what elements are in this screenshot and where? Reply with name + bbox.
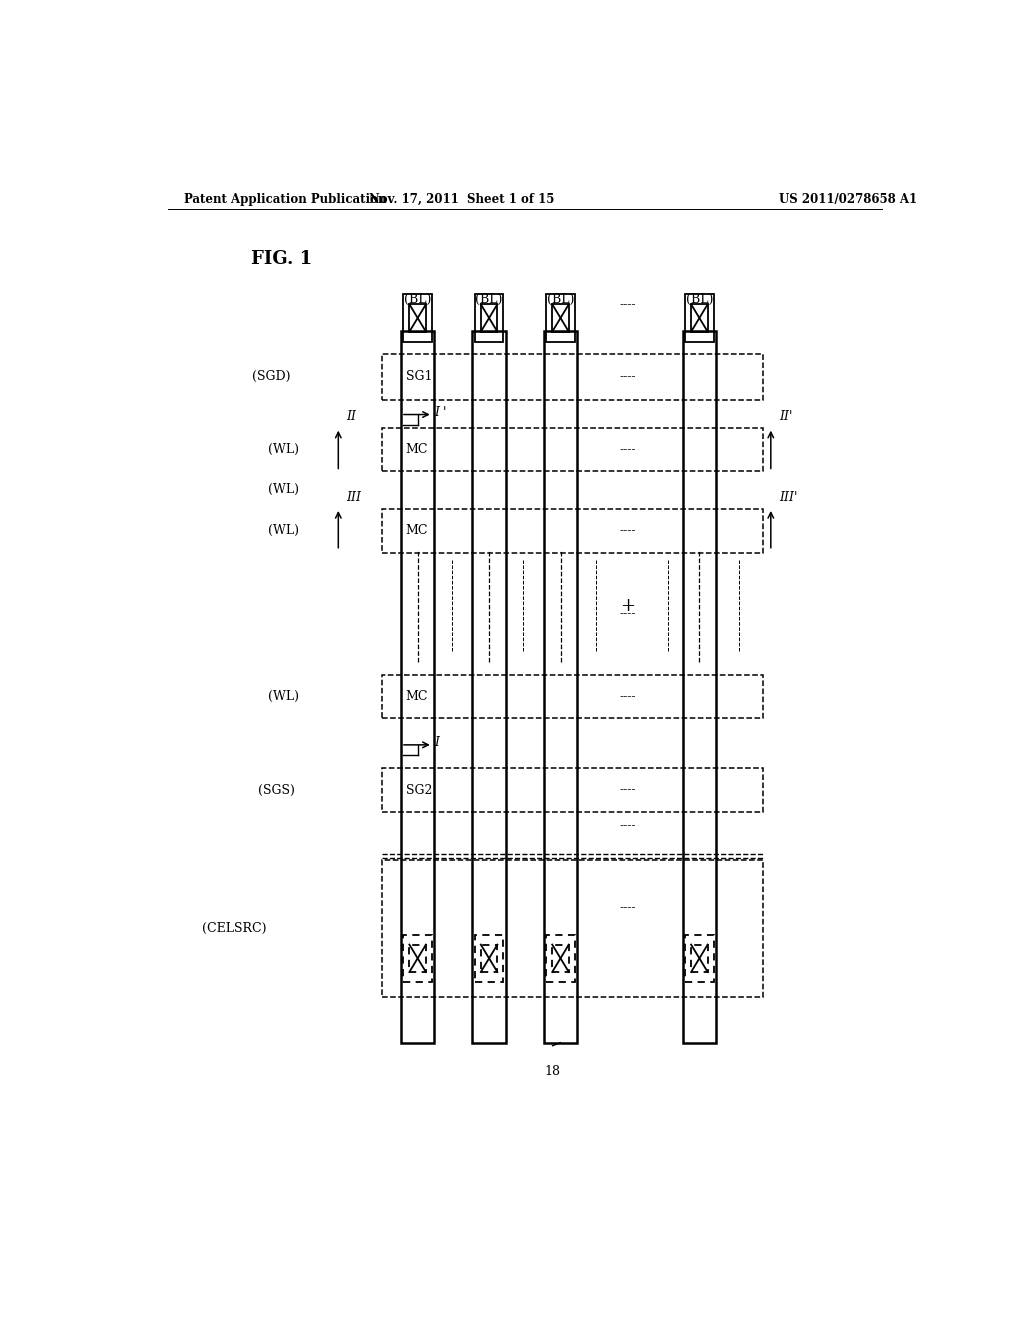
Text: (WL): (WL)	[267, 483, 299, 496]
Text: II: II	[346, 409, 356, 422]
Text: US 2011/0278658 A1: US 2011/0278658 A1	[778, 193, 916, 206]
Text: ----: ----	[620, 524, 636, 537]
Bar	[552, 304, 568, 331]
Bar	[544, 331, 578, 1043]
Text: +: +	[621, 597, 636, 615]
Text: III: III	[346, 491, 361, 504]
Text: MC: MC	[406, 690, 428, 704]
Bar	[401, 331, 434, 1043]
Bar	[472, 331, 506, 1043]
Text: MC: MC	[406, 444, 428, 457]
Bar	[403, 294, 432, 342]
Bar	[410, 945, 426, 972]
Text: (CELSRC): (CELSRC)	[203, 921, 267, 935]
Text: ----: ----	[620, 444, 636, 457]
Bar	[410, 304, 426, 331]
Bar	[685, 294, 714, 342]
Text: (WL): (WL)	[267, 524, 299, 537]
Text: (BL): (BL)	[547, 293, 574, 306]
Text: ----: ----	[620, 607, 636, 620]
Text: ----: ----	[620, 298, 636, 312]
Text: II': II'	[779, 409, 793, 422]
Text: SG2: SG2	[406, 784, 432, 796]
Bar	[481, 945, 498, 972]
Bar	[691, 304, 708, 331]
Bar	[382, 354, 763, 400]
Bar	[481, 304, 498, 331]
Text: III': III'	[779, 491, 797, 504]
Text: (BL): (BL)	[475, 293, 503, 306]
Bar	[685, 935, 714, 982]
Text: I: I	[434, 737, 439, 750]
Bar	[382, 768, 763, 812]
Text: ----: ----	[620, 820, 636, 832]
Bar	[382, 675, 763, 718]
Text: Patent Application Publication: Patent Application Publication	[183, 193, 386, 206]
Text: Nov. 17, 2011  Sheet 1 of 15: Nov. 17, 2011 Sheet 1 of 15	[369, 193, 554, 206]
Bar	[382, 859, 763, 997]
Text: (SGS): (SGS)	[258, 784, 295, 796]
Text: ----: ----	[620, 902, 636, 915]
Bar	[546, 935, 574, 982]
Text: (BL): (BL)	[686, 293, 713, 306]
Bar	[403, 935, 432, 982]
Bar	[683, 331, 716, 1043]
Bar	[382, 428, 763, 471]
Text: (BL): (BL)	[404, 293, 431, 306]
Text: ----: ----	[620, 690, 636, 704]
Bar	[552, 945, 568, 972]
Text: SG1: SG1	[406, 371, 432, 383]
Bar	[475, 935, 504, 982]
Text: FIG. 1: FIG. 1	[251, 249, 312, 268]
Text: ----: ----	[620, 371, 636, 383]
Bar	[475, 294, 504, 342]
Text: ----: ----	[620, 784, 636, 796]
Text: I ': I '	[434, 407, 446, 418]
Text: MC: MC	[406, 524, 428, 537]
Text: 18: 18	[545, 1065, 560, 1078]
Text: (SGD): (SGD)	[252, 371, 291, 383]
Bar	[546, 294, 574, 342]
Text: (WL): (WL)	[267, 690, 299, 704]
Text: (WL): (WL)	[267, 444, 299, 457]
Bar	[691, 945, 708, 972]
Bar	[382, 510, 763, 553]
